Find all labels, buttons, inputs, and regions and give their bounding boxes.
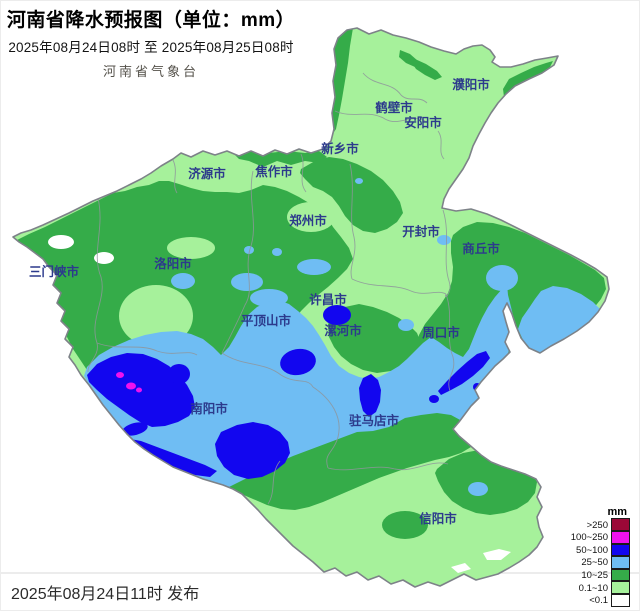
zone-green-zhengzhou-east — [300, 157, 403, 233]
publish-time: 2025年08月24日11时 发布 — [11, 586, 200, 603]
legend-swatch — [611, 581, 630, 594]
city-boundaries — [87, 72, 455, 505]
city-label: 安阳市 — [404, 115, 442, 130]
legend-label: 25~50 — [581, 557, 608, 569]
dot-blue-zhoukou — [398, 319, 414, 331]
city-label: 濮阳市 — [452, 77, 490, 92]
city-label: 洛阳市 — [154, 256, 192, 271]
blob-darkblue-wugang — [280, 348, 316, 376]
patch-white-sanmenxia2 — [94, 252, 114, 264]
legend: mm >250 100~250 50~100 25~50 10~25 0.1~1… — [571, 506, 630, 607]
city-labels: 濮阳市 鹤壁市 安阳市 新乡市 济源市 焦作市 郑州市 开封市 商丘市 三门峡市… — [29, 77, 500, 526]
legend-swatch — [611, 568, 630, 582]
blob-darkblue-nanyang-ne — [168, 364, 190, 384]
blob-darkblue-zhoukou-s — [438, 351, 490, 395]
legend-row: 0.1~10 — [571, 581, 630, 595]
patch-blue-xuchang-n — [297, 259, 331, 275]
patch-blue-luoyang — [171, 273, 195, 289]
legend-row: 10~25 — [571, 568, 630, 582]
dot-magenta-3 — [136, 387, 142, 393]
legend-row: 100~250 — [570, 530, 630, 544]
dot-blue-xinxiang — [355, 178, 363, 184]
patch-white-xinyang2 — [451, 563, 471, 573]
patch-blue-ruzhou — [231, 273, 263, 291]
zone-green-shangqiu — [416, 222, 606, 380]
zone-blue-yongcheng — [518, 286, 602, 353]
city-label: 信阳市 — [419, 511, 457, 526]
city-label: 新乡市 — [321, 141, 359, 156]
city-label: 驻马店市 — [349, 413, 400, 428]
legend-label: 50~100 — [576, 544, 608, 556]
patch-white-sanmenxia1 — [48, 235, 74, 249]
city-label: 商丘市 — [462, 241, 500, 256]
dot-magenta-1 — [116, 372, 124, 378]
blob-darkblue-zhumadian-w — [359, 374, 381, 417]
zone-green-luohe-zhoukou — [328, 304, 421, 373]
city-label: 南阳市 — [190, 401, 228, 416]
dot-blue-xinyang — [468, 482, 488, 496]
city-label: 漯河市 — [324, 323, 362, 338]
zone-green-xinyang-w — [382, 511, 428, 539]
legend-label: 10~25 — [581, 570, 608, 582]
legend-label: 0.1~10 — [578, 582, 608, 594]
zone-green-xinyang-band — [229, 413, 475, 510]
dot-blue-zhengzhou1 — [244, 246, 254, 254]
city-label: 济源市 — [188, 166, 226, 181]
island-lightgreen-zhengzhou — [287, 202, 335, 232]
dot-blue-kaifeng — [437, 235, 451, 245]
city-label: 开封市 — [402, 224, 440, 239]
legend-swatch — [611, 593, 630, 607]
blob-darkblue-west-edge — [122, 422, 148, 436]
dot-magenta-2 — [126, 382, 136, 390]
legend-swatch — [611, 518, 630, 531]
blob-darkblue-xuchang-s — [323, 305, 351, 325]
legend-label: 100~250 — [570, 532, 608, 544]
legend-swatch — [611, 556, 630, 569]
zone-green-northtip — [332, 28, 353, 135]
zone-green-north-streak2 — [412, 59, 442, 80]
city-label: 许昌市 — [309, 292, 347, 307]
city-label: 郑州市 — [289, 213, 327, 228]
city-label: 鹤壁市 — [375, 100, 413, 115]
island-lightgreen-luoyang-ne — [167, 237, 215, 259]
precip-zones — [15, 28, 606, 573]
patch-white-xinyang1 — [483, 549, 511, 560]
zone-blue-south-band — [84, 284, 516, 498]
legend-swatch — [611, 543, 630, 557]
legend-row: 25~50 — [571, 556, 630, 570]
dot-blue-zhengzhou2 — [272, 248, 282, 256]
legend-label: <0.1 — [589, 595, 608, 607]
legend-row: 50~100 — [571, 543, 630, 557]
patch-blue-shangqiu-s — [486, 265, 518, 291]
city-label: 焦作市 — [254, 164, 293, 179]
blob-darkblue-nanyang-se — [215, 422, 290, 479]
legend-row: <0.1 — [571, 593, 630, 607]
legend-label: >250 — [586, 519, 608, 531]
legend-swatch — [611, 530, 630, 544]
city-label: 三门峡市 — [29, 264, 80, 279]
legend-unit: mm — [607, 505, 627, 518]
city-label: 平顶山市 — [241, 313, 292, 328]
city-label: 周口市 — [422, 325, 460, 340]
legend-row: >250 — [571, 518, 630, 532]
dot-darkblue-zhumadian — [429, 395, 439, 403]
